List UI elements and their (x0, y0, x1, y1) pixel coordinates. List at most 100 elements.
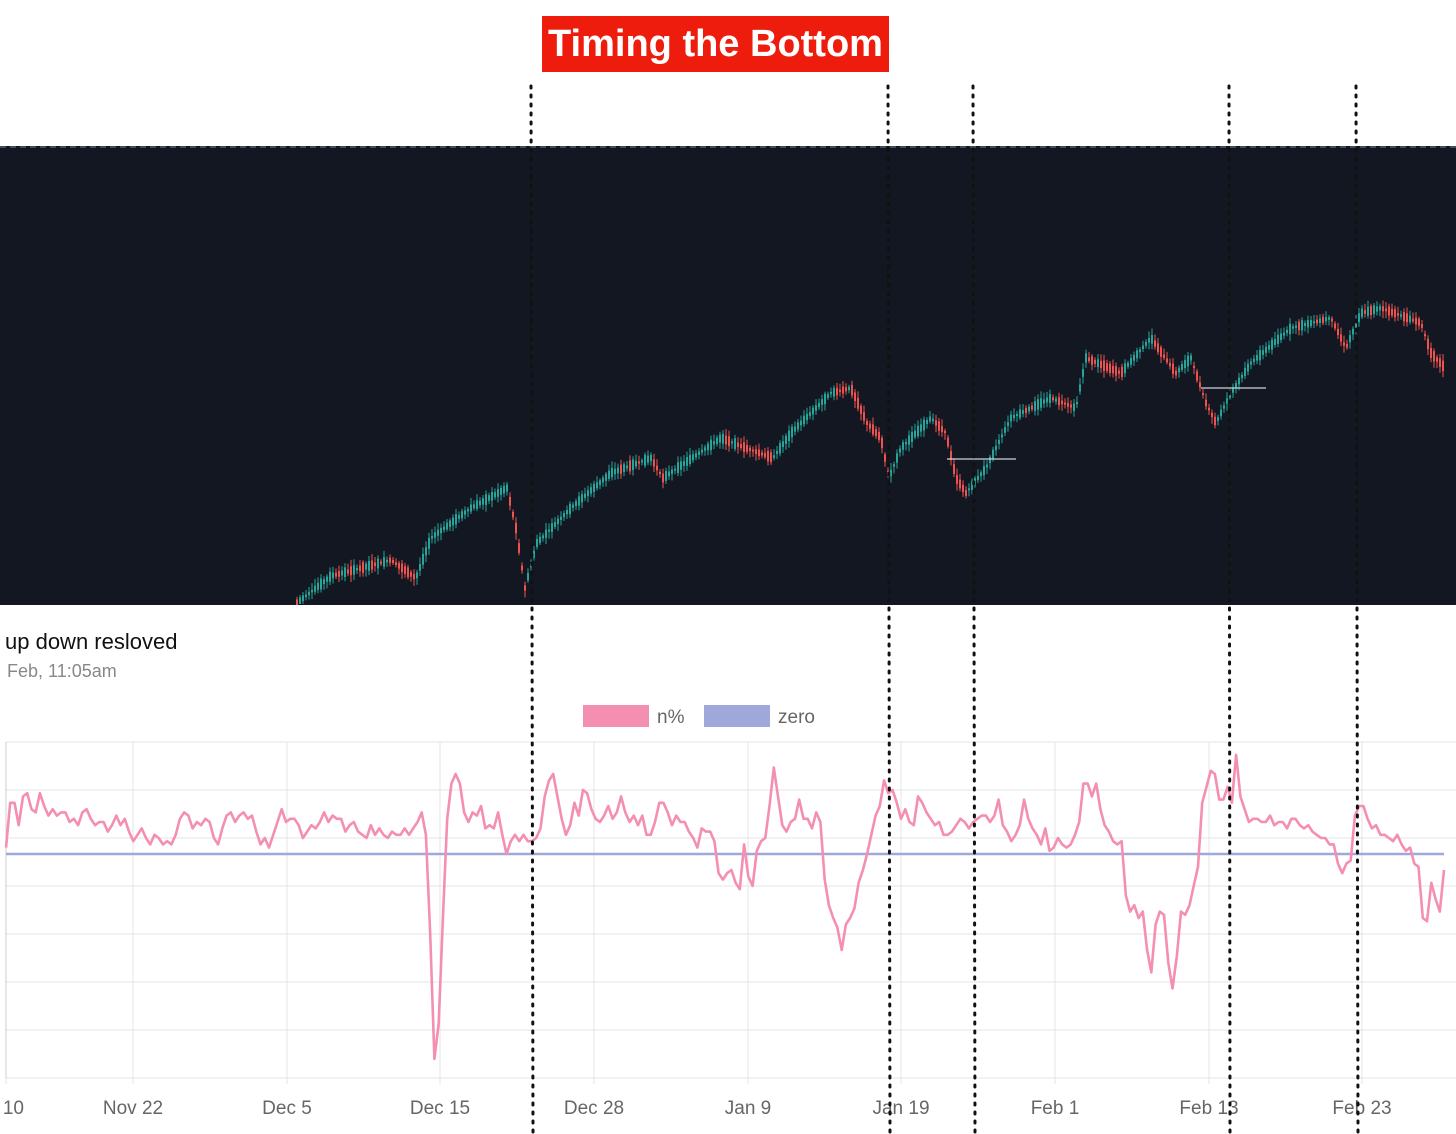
candle-body (908, 435, 910, 445)
candle-body (1373, 305, 1375, 315)
candle-body (476, 500, 478, 509)
candle-body (1040, 398, 1042, 408)
candle-body (338, 571, 340, 577)
candle-body (860, 405, 862, 414)
candle-body (773, 455, 775, 458)
candle-body (419, 564, 421, 571)
candle-body (308, 591, 310, 596)
candle-body (947, 437, 949, 447)
candle-body (341, 570, 343, 576)
candle-body (929, 416, 931, 422)
candle-body (1271, 339, 1273, 350)
candle-body (440, 527, 442, 534)
candle-body (362, 562, 364, 573)
indicator-title: up down resloved (5, 629, 178, 654)
candle-body (797, 422, 799, 430)
candle-body (1382, 306, 1384, 312)
candle-body (734, 438, 736, 450)
candle-body (1154, 340, 1156, 347)
candle-body (1124, 363, 1126, 374)
candle-body (1436, 357, 1438, 362)
candle-body (962, 484, 964, 493)
candle-body (1067, 402, 1069, 407)
candle-body (920, 424, 922, 432)
candle-body (1118, 370, 1120, 374)
candle-body (533, 550, 535, 558)
candle-body (686, 457, 688, 466)
candle-body (323, 579, 325, 585)
candle-body (881, 437, 883, 449)
candle-body (887, 470, 889, 476)
candle-body (452, 517, 454, 526)
candle-body (569, 503, 571, 515)
candle-body (398, 562, 400, 569)
candle-body (1046, 397, 1048, 403)
candle-body (380, 561, 382, 564)
candle-body (356, 567, 358, 571)
candle-body (485, 494, 487, 505)
candle-body (1208, 407, 1210, 411)
candle-body (1337, 328, 1339, 336)
candle-body (1304, 323, 1306, 326)
candle-body (620, 464, 622, 474)
candle-body (1112, 365, 1114, 374)
candle-body (1031, 405, 1033, 410)
candle-body (626, 465, 628, 469)
candle-body (1253, 358, 1255, 362)
candle-body (413, 573, 415, 580)
candle-body (422, 553, 424, 565)
candle-body (1367, 306, 1369, 316)
candle-body (1376, 306, 1378, 312)
candle-body (776, 450, 778, 454)
candle-body (1427, 338, 1429, 350)
candle-body (461, 511, 463, 519)
candle-body (1262, 350, 1264, 355)
candle-body (617, 467, 619, 474)
candle-body (1316, 319, 1318, 324)
chart-title-banner: Timing the Bottom (542, 16, 889, 72)
candle-body (527, 572, 529, 581)
candle-body (848, 386, 850, 391)
candle-body (329, 571, 331, 582)
candle-body (1181, 364, 1183, 370)
candle-body (803, 415, 805, 425)
candle-body (1205, 399, 1207, 407)
indicator-chart-panel: up down resloved Feb, 11:05am (0, 617, 1456, 1134)
candle-body (827, 394, 829, 398)
candle-body (455, 514, 457, 525)
candle-body (833, 387, 835, 397)
candle-body (1223, 405, 1225, 409)
candle-body (1196, 371, 1198, 381)
candle-body (1283, 332, 1285, 336)
candle-body (989, 456, 991, 464)
candle-body (578, 496, 580, 506)
candle-body (1151, 335, 1153, 344)
candle-body (1256, 354, 1258, 361)
candle-body (1055, 398, 1057, 402)
candle-body (404, 566, 406, 574)
candle-body (716, 437, 718, 444)
candle-body (299, 597, 301, 604)
candle-body (1328, 317, 1330, 320)
candle-body (959, 479, 961, 489)
candle-body (467, 509, 469, 512)
candle-body (605, 473, 607, 481)
candle-body (875, 429, 877, 437)
candle-body (911, 431, 913, 442)
candle-body (1274, 338, 1276, 346)
candle-body (314, 585, 316, 592)
candle-body (1157, 343, 1159, 353)
candle-body (1130, 358, 1132, 365)
candle-body (764, 452, 766, 458)
candle-body (548, 529, 550, 532)
candle-body (305, 594, 307, 598)
candle-body (659, 471, 661, 475)
candle-body (1079, 384, 1081, 392)
candle-body (1217, 417, 1219, 421)
candle-body (1265, 346, 1267, 353)
candle-body (320, 578, 322, 590)
candle-body (965, 489, 967, 497)
candle-body (821, 399, 823, 405)
candle-body (335, 572, 337, 577)
candle-body (1241, 374, 1243, 379)
